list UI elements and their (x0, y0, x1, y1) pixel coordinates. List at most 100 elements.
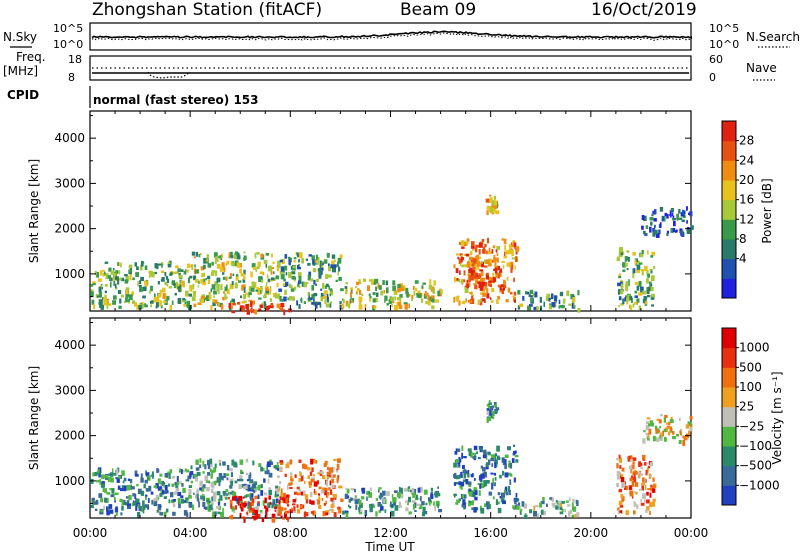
echo-cell (235, 276, 239, 281)
echo-cell (228, 276, 232, 279)
echo-cell (239, 268, 242, 274)
echo-cell (234, 495, 238, 498)
echo-cell (250, 301, 253, 307)
echo-cell (285, 272, 288, 276)
echo-cell (226, 477, 229, 481)
echo-cell (370, 278, 374, 285)
echo-cell (430, 487, 433, 492)
echo-cell (480, 261, 484, 268)
echo-cell (177, 497, 181, 504)
echo-cell (511, 458, 515, 463)
echo-cell (366, 490, 369, 496)
echo-cell (164, 281, 168, 286)
echo-cell (163, 496, 167, 499)
echo-cell (209, 291, 212, 294)
echo-cell (650, 269, 653, 274)
echo-cell (470, 261, 473, 267)
echo-cell (513, 291, 517, 296)
echo-cell (286, 494, 290, 498)
echo-cell (572, 296, 576, 302)
freq-strip-frame (89, 55, 692, 81)
echo-cell (518, 502, 521, 507)
echo-cell (240, 295, 242, 299)
echo-cell (477, 281, 481, 285)
echo-cell (91, 299, 95, 305)
echo-cell (242, 516, 245, 519)
echo-cell (540, 509, 544, 515)
echo-cell (397, 283, 401, 288)
echo-cell (480, 482, 485, 489)
echo-cell (147, 475, 151, 481)
echo-cell (646, 287, 649, 291)
echo-cell (217, 302, 220, 307)
echo-cell (267, 278, 271, 283)
echo-cell (184, 301, 187, 305)
echo-cell (627, 456, 629, 460)
echo-cell (643, 230, 646, 235)
echo-cell (104, 261, 109, 264)
echo-cell (137, 512, 141, 518)
echo-cell (408, 511, 412, 515)
echo-cell (355, 504, 358, 510)
echo-cell (672, 218, 676, 221)
echo-cell (453, 482, 457, 486)
echo-cell (143, 483, 146, 489)
echo-cell (344, 493, 348, 499)
echo-cell (278, 262, 281, 269)
echo-cell (195, 269, 199, 274)
echo-cell (454, 451, 458, 455)
echo-cell (269, 288, 272, 295)
echo-cell (372, 305, 375, 308)
echo-cell (642, 493, 646, 499)
echo-cell (113, 473, 117, 476)
echo-cell (282, 283, 285, 286)
echo-cell (358, 507, 361, 510)
echo-cell (263, 505, 267, 509)
echo-cell (115, 468, 119, 475)
echo-cell (265, 507, 269, 512)
echo-cell (499, 285, 502, 291)
echo-cell (106, 510, 110, 516)
echo-cell (320, 288, 323, 291)
echo-cell (649, 501, 652, 508)
echo-cell (424, 291, 427, 297)
echo-cell (558, 500, 562, 504)
echo-cell (123, 499, 126, 505)
echo-cell (506, 249, 511, 255)
echo-cell (157, 488, 160, 491)
echo-cell (302, 463, 306, 469)
echo-cell (626, 250, 630, 253)
echo-cell (175, 271, 179, 274)
echo-cell (634, 259, 637, 265)
echo-cell (461, 452, 463, 459)
echo-cell (104, 497, 107, 503)
echo-cell (339, 254, 343, 259)
echo-cell (90, 505, 94, 509)
echo-cell (506, 262, 511, 267)
echo-cell (657, 430, 660, 433)
echo-cell (628, 257, 630, 262)
echo-cell (644, 265, 648, 272)
echo-cell (185, 497, 189, 504)
echo-cell (629, 465, 633, 469)
echo-cell (563, 298, 566, 302)
echo-cell (632, 461, 635, 465)
echo-cell (278, 305, 282, 310)
echo-cell (115, 511, 118, 516)
echo-cell (560, 503, 563, 509)
echo-cell (183, 271, 187, 275)
echo-cell (320, 292, 324, 297)
echo-cell (572, 498, 575, 503)
echo-cell (552, 499, 554, 503)
echo-cell (642, 290, 646, 295)
echo-cell (253, 481, 258, 485)
echo-cell (670, 227, 674, 233)
echo-cell (408, 496, 411, 503)
echo-cell (263, 478, 266, 483)
echo-cell (469, 268, 473, 274)
echo-cell (620, 493, 624, 498)
echo-cell (223, 266, 226, 272)
echo-cell (489, 194, 492, 197)
echo-cell (294, 474, 297, 478)
echo-cell (368, 492, 373, 498)
